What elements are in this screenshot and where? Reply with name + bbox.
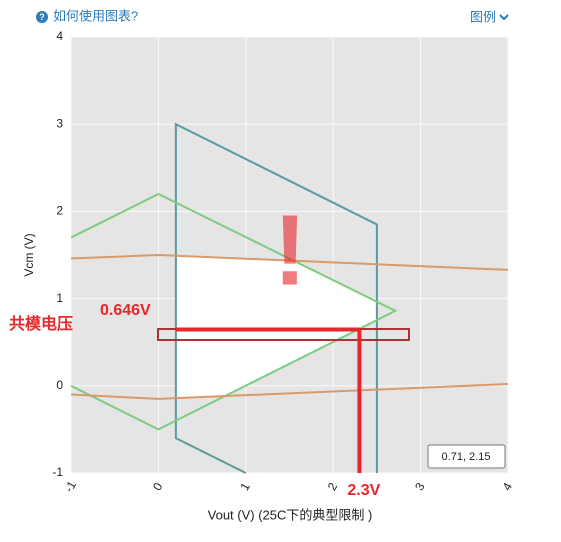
- help-link[interactable]: 如何使用图表?: [53, 8, 138, 23]
- y-axis-title: Vcm (V): [22, 233, 36, 276]
- help-icon[interactable]: [36, 11, 48, 23]
- y-tick-label: 4: [56, 29, 63, 43]
- y-tick-label: 3: [56, 116, 63, 130]
- y-tick-label: 0: [56, 378, 63, 392]
- x-axis-title: Vout (V) (25C下的典型限制 ): [208, 507, 373, 522]
- x-tick-label: 3: [412, 480, 428, 493]
- legend-toggle[interactable]: 图例: [470, 9, 496, 24]
- series-line: [174, 122, 378, 474]
- x-tick-label: 0: [150, 480, 166, 493]
- x-tick-label: -1: [62, 478, 80, 495]
- alert: !: [273, 194, 306, 306]
- x-marker-label: 2.3V: [347, 482, 380, 499]
- x-tick-label: 2: [325, 480, 341, 493]
- series-line: [70, 383, 509, 400]
- annotation-name: 共模电压: [9, 314, 73, 333]
- y-tick-label: -1: [52, 465, 63, 479]
- y-tick-label: 2: [56, 204, 63, 218]
- y-marker-label: 0.646V: [100, 302, 151, 319]
- series-line: [70, 253, 509, 271]
- x-tick-label: 4: [500, 480, 516, 493]
- series-line: [70, 192, 398, 431]
- valid-region: [175, 255, 377, 399]
- tooltip: 0.71, 2.15: [442, 451, 491, 463]
- tooltip-box: [427, 444, 506, 469]
- x-tick-label: 1: [237, 480, 253, 493]
- y-tick-label: 1: [56, 291, 63, 305]
- help-icon-text[interactable]: ?: [39, 12, 45, 22]
- chevron[interactable]: [499, 14, 509, 21]
